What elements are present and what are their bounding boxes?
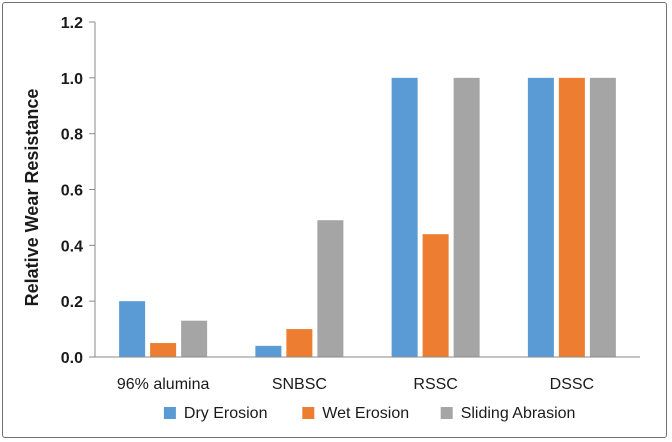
legend-item-dry-erosion: Dry Erosion — [163, 405, 268, 422]
x-category-label: RSSC — [413, 376, 457, 393]
bar-dry-erosion-snbsc — [255, 345, 282, 357]
x-category-label: 96% alumina — [117, 376, 210, 393]
y-axis-ticks: 0.0 0.2 0.4 0.6 0.8 1.0 1.2 — [61, 15, 95, 367]
bar-wet-erosion-snbsc — [286, 329, 313, 357]
legend-swatch — [440, 407, 453, 419]
x-axis-labels: 96% alumina SNBSC RSSC DSSC — [117, 376, 594, 393]
bar-sliding-abrasion-96-alumina — [181, 320, 208, 357]
legend-swatch — [163, 407, 176, 419]
chart-frame — [2, 2, 667, 438]
bar-wet-erosion-dssc — [558, 77, 585, 357]
y-tick-label: 1.0 — [61, 71, 83, 88]
bar-sliding-abrasion-rssc — [453, 77, 480, 357]
bar-sliding-abrasion-snbsc — [317, 220, 344, 357]
legend-label: Wet Erosion — [322, 405, 409, 422]
legend-item-wet-erosion: Wet Erosion — [302, 405, 409, 422]
bar-dry-erosion-rssc — [391, 77, 418, 357]
legend-label: Sliding Abrasion — [461, 405, 576, 422]
y-tick-label: 0.0 — [61, 350, 83, 367]
bar-sliding-abrasion-dssc — [589, 77, 616, 357]
y-tick-label: 1.2 — [61, 15, 83, 32]
y-tick-label: 0.8 — [61, 127, 83, 144]
x-category-label: DSSC — [550, 376, 594, 393]
bar-wet-erosion-96-alumina — [150, 343, 177, 357]
y-axis-title: Relative Wear Resistance — [22, 89, 42, 307]
legend: Dry Erosion Wet Erosion Sliding Abrasion — [163, 405, 576, 422]
legend-label: Dry Erosion — [184, 405, 268, 422]
bar-series — [119, 77, 616, 357]
y-tick-label: 0.4 — [61, 238, 83, 255]
bar-dry-erosion-96-alumina — [119, 301, 146, 357]
x-category-label: SNBSC — [272, 376, 327, 393]
bar-dry-erosion-dssc — [527, 77, 554, 357]
legend-item-sliding-abrasion: Sliding Abrasion — [440, 405, 576, 422]
y-tick-label: 0.2 — [61, 294, 83, 311]
y-tick-label: 0.6 — [61, 183, 83, 200]
bar-wet-erosion-rssc — [422, 234, 449, 357]
legend-swatch — [302, 407, 315, 419]
